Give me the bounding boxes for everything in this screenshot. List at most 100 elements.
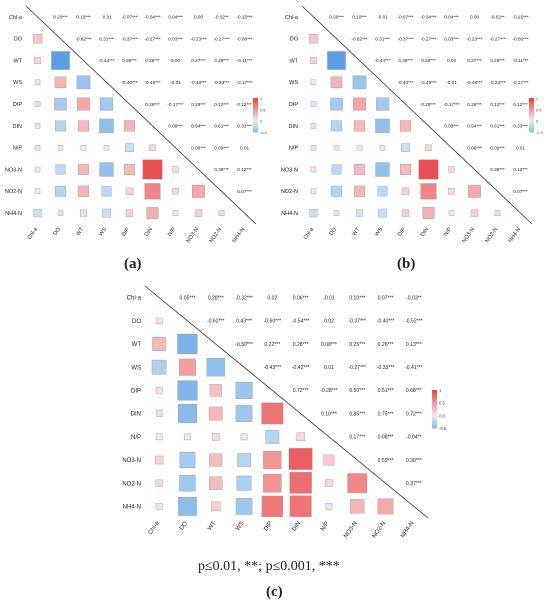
row-label: WS xyxy=(13,80,22,86)
correlation-value-label: 0.10*** xyxy=(76,15,91,20)
correlation-value-label: -0.40*** xyxy=(397,80,413,85)
colorbar-segment xyxy=(529,99,534,102)
correlation-square xyxy=(125,209,134,217)
correlation-value-label: -0.27*** xyxy=(489,36,505,41)
correlation-square xyxy=(34,57,41,64)
colorbar-segment xyxy=(529,102,534,105)
correlation-value-label: 0.20*** xyxy=(53,15,68,20)
row-label: NH4-N xyxy=(123,505,141,511)
colorbar-segment xyxy=(432,402,437,405)
row-label: DIN xyxy=(289,124,299,130)
correlation-square xyxy=(323,454,335,466)
colorbar-tick-label: 0 xyxy=(260,120,262,124)
correlation-value-label: 0.02 xyxy=(267,295,277,301)
correlation-square xyxy=(353,97,366,111)
correlation-value-label: 0.08*** xyxy=(321,342,337,348)
colorbar-segment xyxy=(529,100,534,103)
correlation-value-label: 0.85*** xyxy=(349,411,365,417)
column-label: DO xyxy=(179,520,189,531)
colorbar-tick-label: 1 xyxy=(439,388,442,393)
row-label: N/P xyxy=(289,146,299,152)
correlation-value-label: 0.26*** xyxy=(378,342,394,348)
correlation-square xyxy=(55,120,66,132)
column-label: DIN xyxy=(144,227,154,238)
row-label: NO2-N xyxy=(281,189,298,195)
colorbar-segment xyxy=(432,420,437,423)
correlation-square xyxy=(149,144,156,151)
correlation-value-label: 0.50*** xyxy=(349,388,365,394)
correlation-value-label: -0.17*** xyxy=(167,102,183,107)
column-label: DO xyxy=(328,226,338,237)
correlation-square xyxy=(327,51,346,70)
correlation-value-label: -0.02** xyxy=(490,15,504,20)
correlation-value-label: -0.11*** xyxy=(513,58,529,63)
colorbar-segment xyxy=(253,119,258,122)
correlation-value-label: -0.27*** xyxy=(213,36,229,41)
row-label: WT xyxy=(13,58,22,64)
colorbar-tick-label: 1 xyxy=(536,97,538,101)
correlation-value-label: 0.12*** xyxy=(214,102,229,107)
correlation-square xyxy=(172,166,179,173)
correlation-value-label: 0.12*** xyxy=(490,102,505,107)
correlation-square xyxy=(184,433,191,441)
colorbar-segment xyxy=(253,117,258,120)
colorbar-segment xyxy=(253,113,258,116)
correlation-square xyxy=(289,495,312,518)
correlation-value-label: -0.54*** xyxy=(292,319,310,325)
colorbar-segment xyxy=(432,418,437,421)
correlation-square xyxy=(350,499,365,514)
correlation-value-label: 0.10*** xyxy=(349,295,365,301)
correlation-value-label: 0.51*** xyxy=(378,388,394,394)
colorbar-segment xyxy=(432,393,437,396)
correlation-square xyxy=(470,209,479,217)
correlation-square xyxy=(237,453,251,467)
correlation-square xyxy=(155,479,163,487)
correlation-square xyxy=(375,97,390,111)
correlation-value-label: 0.17*** xyxy=(349,435,365,441)
correlation-square xyxy=(333,210,340,216)
correlation-value-label: -0.37*** xyxy=(397,36,413,41)
correlation-square xyxy=(309,209,318,218)
correlation-square xyxy=(99,97,114,111)
correlation-square xyxy=(218,210,225,216)
correlation-value-label: 0.43*** xyxy=(236,319,252,325)
correlation-square xyxy=(208,406,223,421)
colorbar-tick-label: 0.5 xyxy=(536,108,541,112)
correlation-square xyxy=(32,34,43,44)
correlation-square xyxy=(124,164,135,175)
correlation-value-label: -0.01 xyxy=(377,15,388,20)
colorbar-segment xyxy=(432,405,437,408)
row-label: NH4-N xyxy=(281,211,298,217)
correlation-value-label: -0.50*** xyxy=(235,342,253,348)
correlation-value-label: -0.40*** xyxy=(121,80,137,85)
colorbar-segment xyxy=(432,413,437,416)
correlation-square xyxy=(34,166,41,173)
colorbar-segment xyxy=(432,401,437,404)
correlation-value-label: -0.01 xyxy=(170,80,181,85)
column-label: NH4-N xyxy=(508,227,523,244)
correlation-square xyxy=(236,475,252,491)
colorbar-segment xyxy=(529,115,534,117)
correlation-square xyxy=(151,359,167,375)
correlation-square xyxy=(55,185,66,197)
correlation-square xyxy=(448,166,455,173)
colorbar-segment xyxy=(253,115,258,117)
correlation-square xyxy=(101,186,112,197)
correlation-value-label: -0.06*** xyxy=(236,36,252,41)
correlation-value-label: -0.01 xyxy=(446,80,457,85)
correlation-square xyxy=(77,97,90,111)
correlation-square xyxy=(288,448,313,470)
correlation-value-label: -0.62*** xyxy=(207,319,225,325)
colorbar-segment xyxy=(529,103,534,106)
colorbar-tick-label: 0 xyxy=(536,120,538,124)
colorbar-segment xyxy=(253,126,258,129)
column-label: NO3-N xyxy=(185,227,200,244)
correlation-value-label: 0.01 xyxy=(516,145,525,150)
row-label: DIP xyxy=(289,102,299,108)
colorbar-segment xyxy=(253,127,258,130)
correlation-value-label: 0.31*** xyxy=(99,36,114,41)
column-label: N/P xyxy=(443,226,453,237)
colorbar-segment xyxy=(432,396,437,399)
correlation-square xyxy=(177,380,198,401)
correlation-value-label: 0.39*** xyxy=(398,58,413,63)
